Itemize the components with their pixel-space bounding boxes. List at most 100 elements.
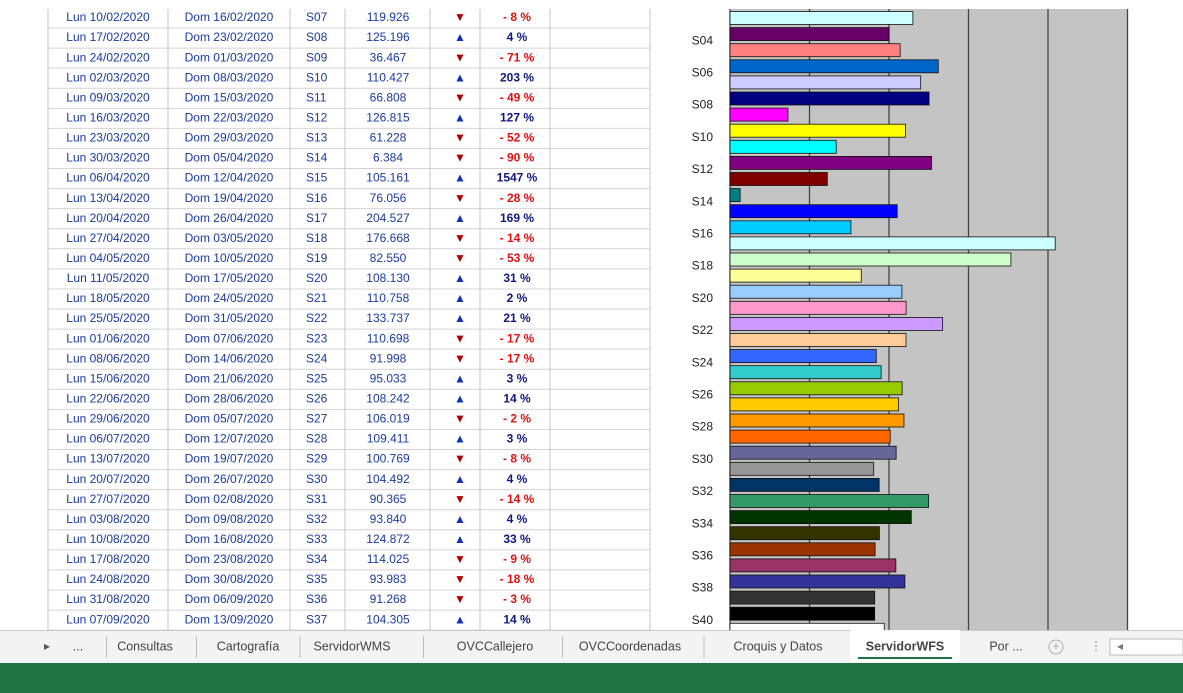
end-date: Dom 23/08/2020 — [185, 552, 274, 566]
trend: ▼ — [454, 231, 466, 245]
tabs: ... Consultas Cartografía ServidorWMS OVCCal… — [73, 630, 1023, 662]
value: 6.384 — [373, 151, 403, 165]
bar — [729, 510, 912, 525]
trend: ▲ — [454, 291, 466, 305]
end-date: Dom 12/04/2020 — [185, 171, 274, 185]
y-tick-label: S28 — [692, 420, 714, 434]
y-tick-label: S18 — [692, 259, 714, 273]
y-tick-label: S16 — [692, 226, 714, 240]
end-date: Dom 26/07/2020 — [185, 472, 274, 486]
change: - 3 % — [503, 592, 531, 606]
add-sheet[interactable] — [1048, 639, 1064, 655]
change: - 28 % — [500, 191, 535, 205]
sheet-tab[interactable]: Por ... — [989, 639, 1022, 653]
start-date: Lun 08/06/2020 — [66, 351, 150, 365]
y-tick-label: S20 — [692, 291, 714, 305]
week: S24 — [306, 351, 328, 365]
trend: ▼ — [454, 412, 466, 426]
end-date: Dom 01/03/2020 — [185, 50, 274, 64]
bar — [729, 590, 876, 605]
end-date: Dom 14/06/2020 — [185, 351, 274, 365]
h-scrollbar[interactable] — [1109, 638, 1183, 656]
value: 176.668 — [366, 231, 410, 245]
bar — [729, 11, 914, 25]
bar — [729, 172, 828, 186]
value: 95.033 — [370, 371, 407, 385]
sheet-tab[interactable]: OVCCallejero — [457, 639, 533, 653]
week: S26 — [306, 392, 328, 406]
y-tick-label: S10 — [692, 130, 714, 144]
bar — [729, 574, 906, 589]
bar — [729, 75, 922, 90]
trend: ▼ — [454, 90, 466, 104]
start-date: Lun 30/03/2020 — [66, 151, 150, 165]
y-tick-label: S12 — [692, 162, 714, 176]
scroll-left[interactable]: ◂ — [1117, 639, 1123, 653]
end-date: Dom 16/08/2020 — [185, 532, 274, 546]
change: - 90 % — [500, 151, 535, 165]
sheet-tab[interactable]: Consultas — [117, 639, 173, 653]
change: - 17 % — [500, 331, 535, 345]
sheet-tab[interactable]: Cartografía — [217, 639, 280, 653]
sheet-tab[interactable]: ... — [73, 639, 83, 653]
change: 21 % — [503, 311, 531, 325]
week: S19 — [306, 251, 328, 265]
week: S13 — [306, 131, 328, 145]
bar — [729, 155, 933, 170]
week: S36 — [306, 592, 328, 606]
value: 82.550 — [370, 251, 407, 265]
change: - 53 % — [500, 251, 535, 265]
value: 105.161 — [366, 171, 410, 185]
change: - 14 % — [500, 492, 535, 506]
start-date: Lun 31/08/2020 — [66, 592, 150, 606]
end-date: Dom 31/05/2020 — [185, 311, 274, 325]
trend: ▲ — [454, 612, 466, 626]
week: S35 — [306, 572, 328, 586]
status-bar — [0, 663, 1183, 693]
week: S25 — [306, 371, 328, 385]
trend: ▲ — [454, 472, 466, 486]
change: - 8 % — [503, 10, 531, 24]
active-tab[interactable]: ServidorWFS — [866, 639, 945, 653]
change: - 49 % — [500, 90, 535, 104]
y-tick-label: S34 — [692, 516, 714, 530]
end-date: Dom 09/08/2020 — [185, 512, 274, 526]
week: S15 — [306, 171, 328, 185]
tab-menu[interactable]: ⋮ — [1090, 639, 1102, 653]
end-date: Dom 06/09/2020 — [185, 592, 274, 606]
bar — [729, 300, 907, 315]
sheet-tab[interactable]: OVCCoordenadas — [579, 639, 681, 653]
bar — [729, 381, 903, 396]
end-date: Dom 24/05/2020 — [185, 291, 274, 305]
bar — [729, 445, 897, 460]
start-date: Lun 17/02/2020 — [66, 30, 150, 44]
value: 125.196 — [366, 30, 410, 44]
end-date: Dom 29/03/2020 — [185, 131, 274, 145]
value: 93.983 — [370, 572, 407, 586]
bar — [729, 349, 877, 364]
trend: ▼ — [454, 50, 466, 64]
sheet-tab[interactable]: Croquis y Datos — [734, 639, 823, 653]
end-date: Dom 23/02/2020 — [185, 30, 274, 44]
end-date: Dom 19/04/2020 — [185, 191, 274, 205]
value: 110.698 — [367, 331, 410, 345]
start-date: Lun 27/04/2020 — [66, 231, 150, 245]
change: 33 % — [503, 532, 531, 546]
change: - 17 % — [500, 351, 535, 365]
end-date: Dom 21/06/2020 — [185, 371, 274, 385]
tab-scroll-arrow[interactable]: ▸ — [44, 639, 50, 653]
bar — [729, 252, 1012, 267]
bar — [729, 494, 929, 508]
bar — [729, 461, 875, 476]
start-date: Lun 27/07/2020 — [66, 492, 150, 506]
end-date: Dom 16/02/2020 — [185, 10, 274, 24]
start-date: Lun 18/05/2020 — [66, 291, 150, 305]
sheet-tab[interactable]: ServidorWMS — [313, 639, 390, 653]
week: S22 — [306, 311, 328, 325]
trend: ▲ — [454, 392, 466, 406]
end-date: Dom 15/03/2020 — [185, 90, 274, 104]
trend: ▲ — [454, 171, 466, 185]
end-date: Dom 12/07/2020 — [185, 432, 274, 446]
trend: ▼ — [454, 251, 466, 265]
value: 110.427 — [367, 70, 410, 84]
